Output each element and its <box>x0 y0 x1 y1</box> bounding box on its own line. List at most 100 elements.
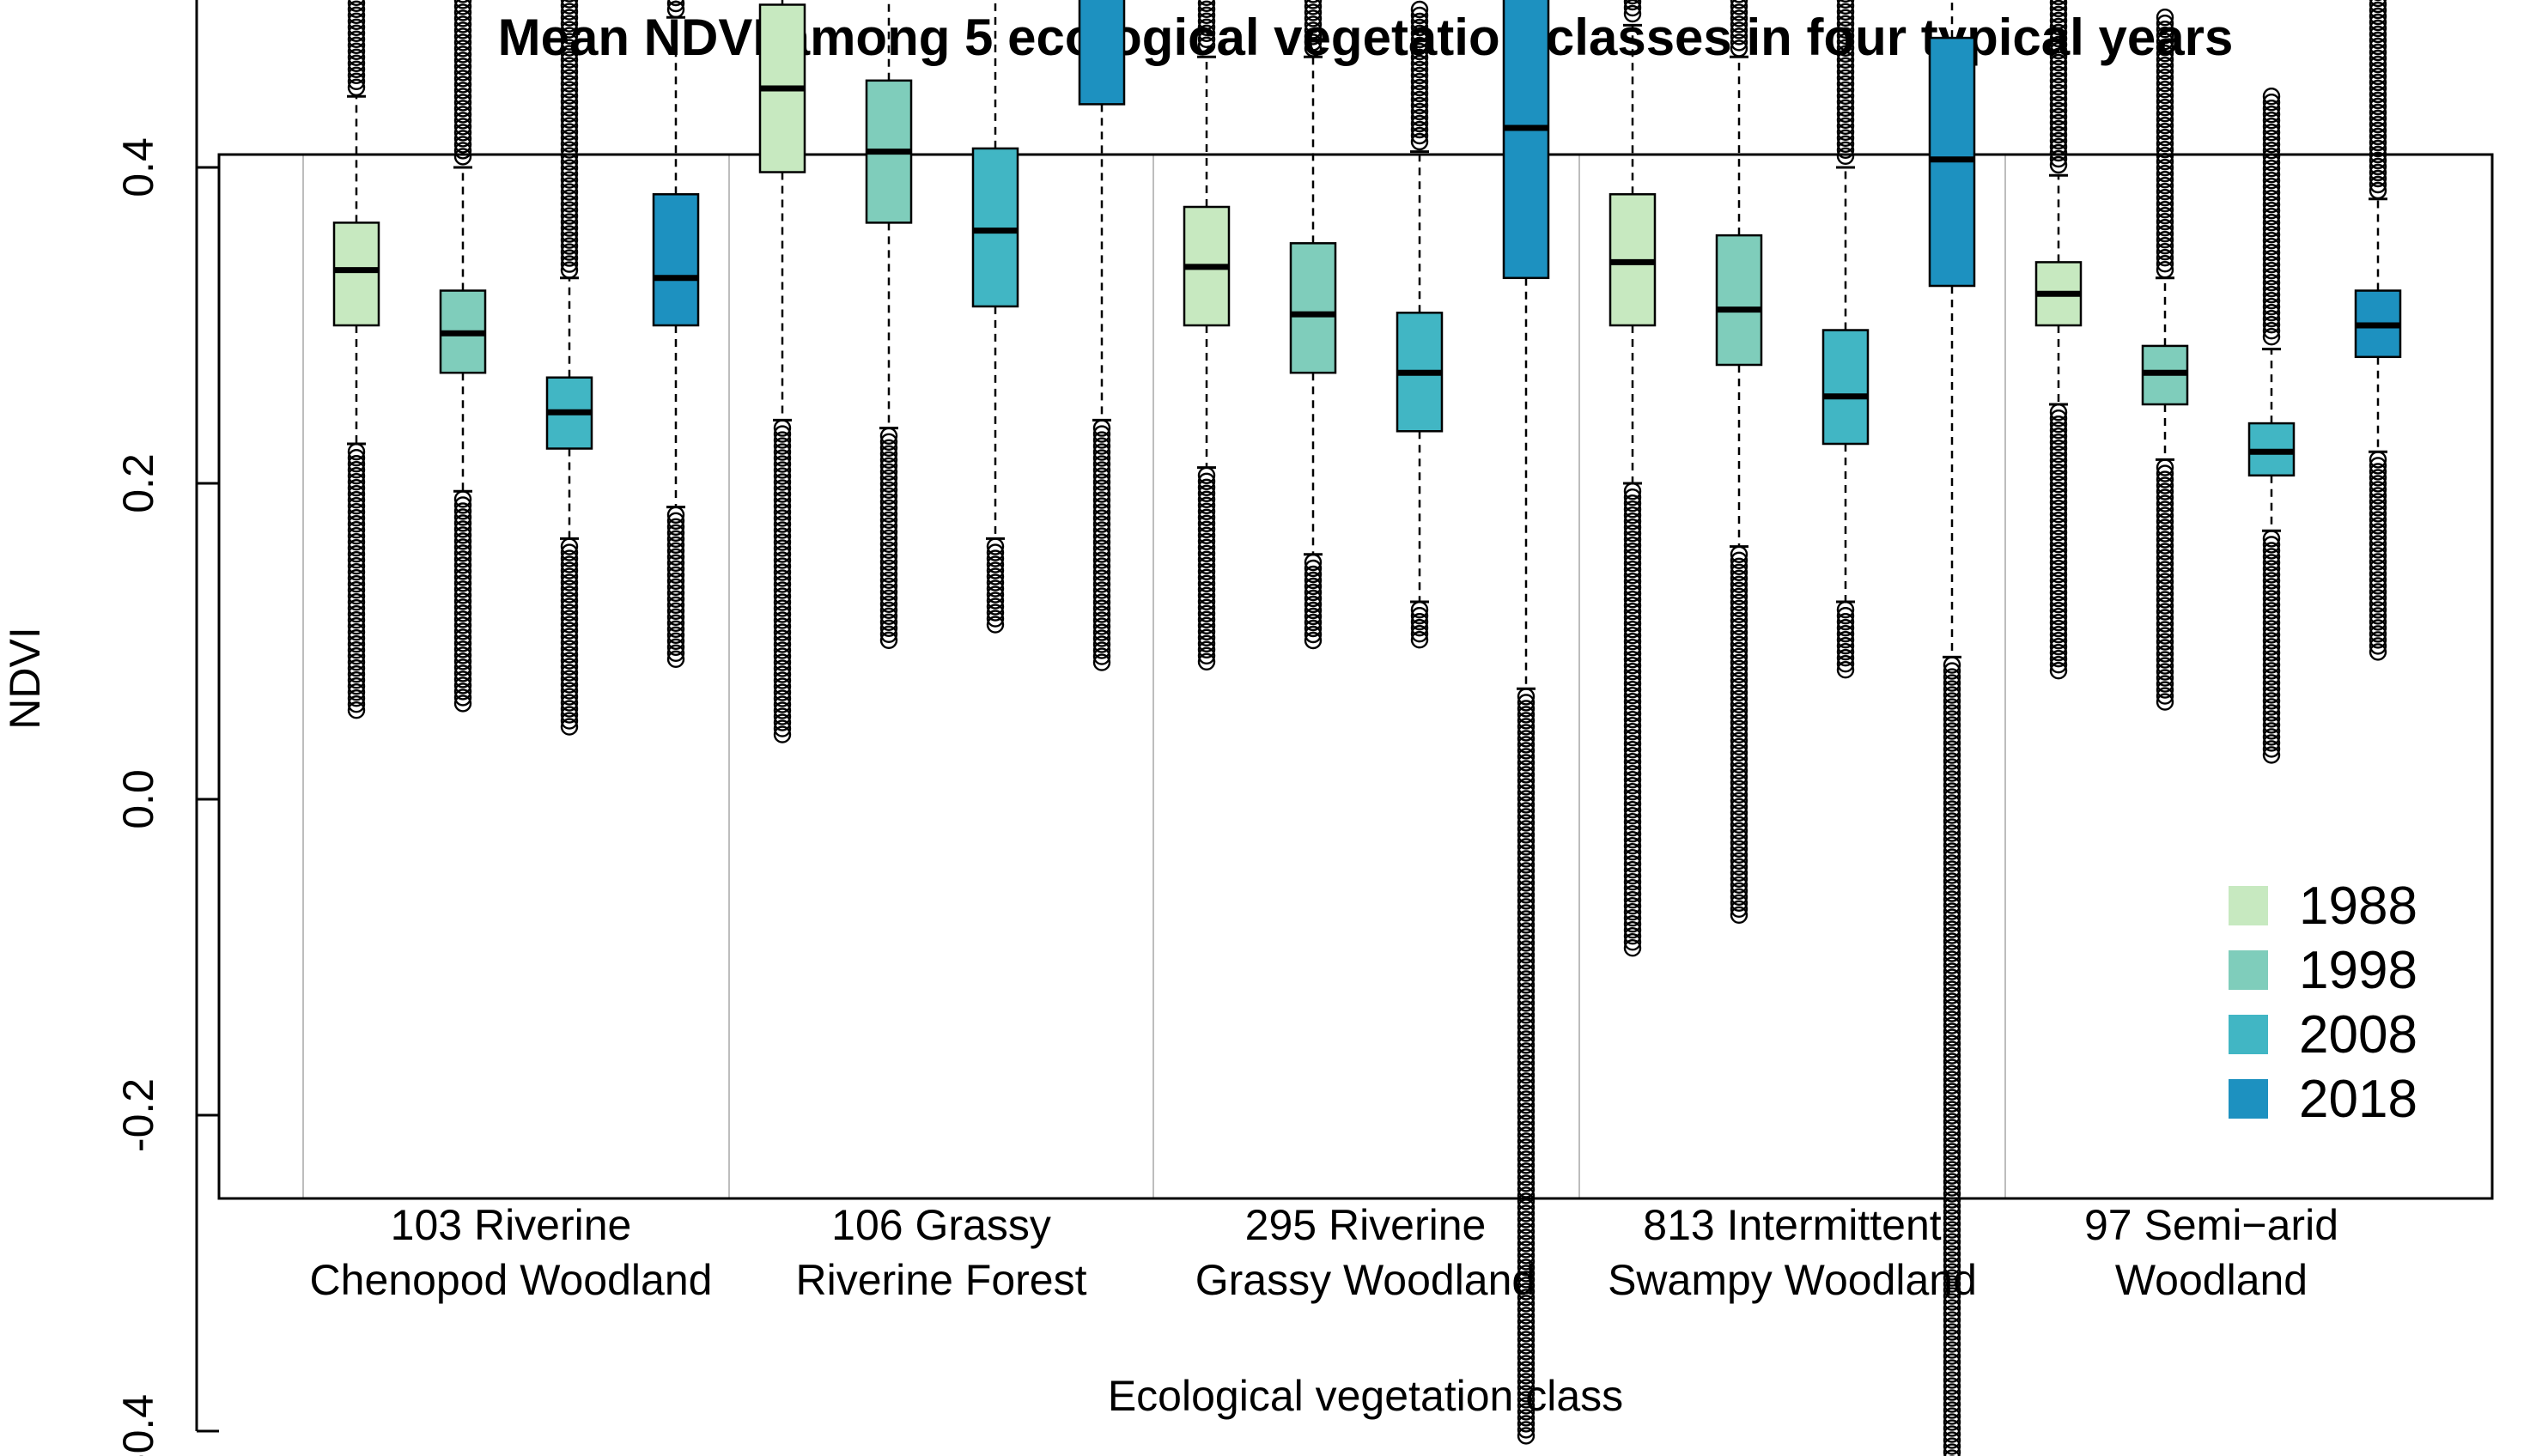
outlier-point <box>2262 710 2281 728</box>
outlier-point <box>1943 986 1961 1004</box>
outlier-point <box>1092 635 1111 653</box>
outlier-point <box>1517 1114 1536 1132</box>
outlier-point <box>1517 1337 1536 1355</box>
outlier-point <box>453 106 472 124</box>
outlier-point <box>2049 542 2068 560</box>
outlier-point <box>1730 798 1748 816</box>
outlier-point <box>347 6 366 24</box>
outlier-point <box>1092 497 1111 515</box>
outlier-point <box>1943 1077 1961 1095</box>
outlier-point <box>347 491 366 509</box>
outlier-point <box>1623 849 1642 867</box>
outlier-point <box>2369 145 2387 164</box>
outlier-point <box>560 670 579 688</box>
outlier-point <box>453 658 472 676</box>
outlier-point <box>2049 17 2068 36</box>
outlier-point <box>1623 609 1642 627</box>
outlier-point <box>2369 493 2387 511</box>
box-1998-4 <box>1715 55 1763 549</box>
outlier-point <box>347 24 366 42</box>
outlier-point <box>1943 1443 1961 1456</box>
outlier-point <box>1517 880 1536 898</box>
outlier-point <box>1943 1010 1961 1028</box>
outlier-point <box>560 87 579 105</box>
outlier-point <box>1943 794 1961 812</box>
outlier-point <box>1730 647 1748 665</box>
outlier-point <box>560 165 579 183</box>
outlier-point <box>2156 27 2174 45</box>
outlier-point <box>560 147 579 165</box>
outlier-point <box>1836 105 1855 124</box>
outlier-point <box>1517 730 1536 748</box>
outlier-point <box>1943 812 1961 830</box>
outlier-point <box>453 64 472 82</box>
box-2008-4 <box>1821 166 1870 604</box>
outlier-point <box>1197 0 1216 19</box>
outlier-point <box>2369 643 2387 661</box>
outlier-point <box>1943 656 1961 674</box>
outlier-point <box>1943 956 1961 974</box>
outlier-point <box>1517 982 1536 1000</box>
outlier-point <box>2156 470 2174 488</box>
outlier-point <box>1410 613 1429 631</box>
outlier-point <box>1623 771 1642 789</box>
category-label: 295 Riverine <box>1245 1201 1487 1249</box>
outlier-point <box>1623 795 1642 813</box>
outlier-point <box>1197 30 1216 48</box>
outlier-point <box>560 537 579 555</box>
outlier-point <box>1517 1343 1536 1361</box>
outlier-point <box>1730 0 1748 9</box>
outlier-point <box>1304 15 1323 33</box>
outlier-point <box>1836 93 1855 112</box>
outlier-point <box>2369 31 2387 50</box>
outlier-point <box>1517 1313 1536 1331</box>
outlier-point <box>1623 549 1642 567</box>
category-label: 103 Riverine <box>391 1201 632 1249</box>
outlier-point <box>773 461 792 479</box>
outlier-point <box>2156 170 2174 189</box>
outlier-point <box>1304 9 1323 27</box>
outlier-point <box>1623 573 1642 591</box>
outlier-point <box>2049 554 2068 572</box>
outlier-point <box>1410 132 1429 151</box>
outlier-point <box>1517 712 1536 730</box>
outlier-point <box>986 573 1005 592</box>
outlier-point <box>2369 55 2387 74</box>
outlier-point <box>879 547 898 565</box>
outlier-point <box>1410 78 1429 97</box>
outlier-point <box>2049 113 2068 132</box>
outlier-point <box>1623 543 1642 561</box>
outlier-point <box>1092 467 1111 485</box>
outlier-point <box>1304 631 1323 650</box>
outlier-point <box>2262 578 2281 596</box>
outlier-point <box>2262 668 2281 686</box>
outlier-point <box>560 129 579 147</box>
outlier-point <box>2049 434 2068 452</box>
outlier-point <box>453 94 472 112</box>
outlier-point <box>1943 860 1961 878</box>
outlier-point <box>347 557 366 575</box>
outlier-point <box>453 664 472 682</box>
outlier-point <box>1623 651 1642 669</box>
outlier-point <box>560 57 579 75</box>
outlier-point <box>2369 577 2387 595</box>
outlier-point <box>1623 807 1642 825</box>
outlier-point <box>1517 1126 1536 1144</box>
outlier-point <box>560 177 579 195</box>
outlier-point <box>1730 786 1748 804</box>
outlier-point <box>1517 718 1536 736</box>
outlier-point <box>773 419 792 437</box>
outlier-point <box>1943 1101 1961 1119</box>
outlier-point <box>1730 876 1748 895</box>
outlier-point <box>2369 181 2387 200</box>
outlier-point <box>1730 9 1748 27</box>
outlier-point <box>1197 508 1216 526</box>
outlier-point <box>1730 635 1748 653</box>
outlier-point <box>879 613 898 631</box>
outlier-point <box>1730 713 1748 731</box>
outlier-point <box>1730 0 1748 15</box>
outlier-point <box>2262 183 2281 202</box>
outlier-point <box>1410 607 1429 625</box>
outlier-point <box>2156 188 2174 207</box>
outlier-point <box>1730 587 1748 605</box>
